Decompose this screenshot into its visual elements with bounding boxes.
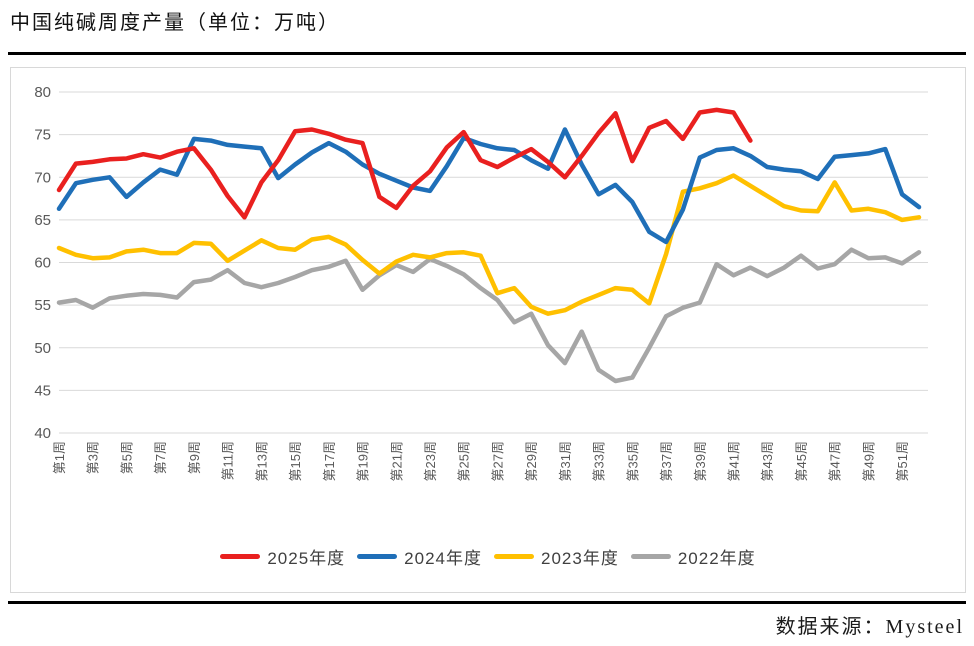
footer-divider-rule xyxy=(8,601,966,604)
x-axis-tick-label: 第39周 xyxy=(693,441,708,481)
x-axis-tick-label: 第37周 xyxy=(659,441,674,481)
series-line-2024年度 xyxy=(56,127,922,245)
page-title: 中国纯碱周度产量（单位：万吨） xyxy=(10,12,340,34)
x-axis-tick-label: 第13周 xyxy=(254,441,269,481)
x-axis-tick-label: 第3周 xyxy=(86,441,101,474)
x-axis-tick-label: 第49周 xyxy=(861,441,876,481)
y-axis-tick-label: 80 xyxy=(34,84,51,101)
y-axis-tick-label: 40 xyxy=(34,425,51,442)
title-divider-rule xyxy=(8,52,966,55)
x-axis-tick-label: 第41周 xyxy=(727,441,742,481)
x-axis-tick-label: 第7周 xyxy=(153,441,168,474)
legend-item-2022: 2022年度 xyxy=(630,544,756,569)
x-axis-tick-label: 第35周 xyxy=(625,441,640,481)
legend-item-2025: 2025年度 xyxy=(220,544,345,569)
x-axis-tick-label: 第29周 xyxy=(524,441,539,481)
legend-label-2023: 2023年度 xyxy=(541,549,619,568)
x-axis-tick-label: 第27周 xyxy=(490,441,505,481)
data-source-note: 数据来源：Mysteel xyxy=(775,616,964,638)
y-axis-tick-label: 45 xyxy=(34,382,51,399)
x-axis-tick-label: 第51周 xyxy=(895,441,910,481)
x-axis-tick-label: 第31周 xyxy=(558,441,573,481)
series-line-2025年度 xyxy=(56,107,753,220)
series-line-2023年度 xyxy=(56,173,922,316)
x-axis-tick-label: 第25周 xyxy=(457,441,472,481)
x-axis-tick-label: 第17周 xyxy=(322,441,337,481)
x-axis-tick-label: 第15周 xyxy=(288,441,303,481)
y-axis-tick-label: 65 xyxy=(34,212,51,229)
legend-item-2023: 2023年度 xyxy=(494,544,619,569)
legend-label-2022: 2022年度 xyxy=(677,549,756,568)
series-line-2022年度 xyxy=(56,247,922,384)
x-axis-tick-label: 第45周 xyxy=(794,441,809,481)
chart-legend: 2025年度 2024年度 2023年度 2022年度 xyxy=(11,544,965,569)
legend-label-2024: 2024年度 xyxy=(404,549,482,568)
legend-item-2024: 2024年度 xyxy=(357,544,482,569)
x-axis-tick-label: 第23周 xyxy=(423,441,438,481)
x-axis-tick-label: 第43周 xyxy=(760,441,775,481)
y-axis-tick-label: 50 xyxy=(34,340,51,357)
y-axis-tick-label: 55 xyxy=(34,297,51,314)
x-axis-tick-label: 第47周 xyxy=(828,441,843,481)
y-axis-tick-label: 75 xyxy=(34,127,51,144)
x-axis-tick-label: 第21周 xyxy=(389,441,404,481)
x-axis-tick-label: 第1周 xyxy=(52,441,67,474)
y-axis-tick-label: 70 xyxy=(34,169,51,186)
legend-label-2025: 2025年度 xyxy=(267,549,346,568)
x-axis-tick-label: 第19周 xyxy=(356,441,371,481)
x-axis-tick-label: 第33周 xyxy=(592,441,607,481)
x-axis-tick-label: 第11周 xyxy=(221,441,236,481)
x-axis-tick-label: 第9周 xyxy=(187,441,202,474)
legend-swatch-2024 xyxy=(357,554,398,559)
legend-swatch-2025 xyxy=(220,554,261,559)
chart-container: 80 75 70 65 60 55 50 45 40 第1周 第3周 第5周 第7周 第9周 第11周 第13… xyxy=(10,67,966,593)
x-axis-tick-label: 第5周 xyxy=(119,441,134,474)
y-axis-tick-label: 60 xyxy=(34,255,51,272)
legend-swatch-2023 xyxy=(494,554,534,559)
legend-swatch-2022 xyxy=(630,554,671,559)
